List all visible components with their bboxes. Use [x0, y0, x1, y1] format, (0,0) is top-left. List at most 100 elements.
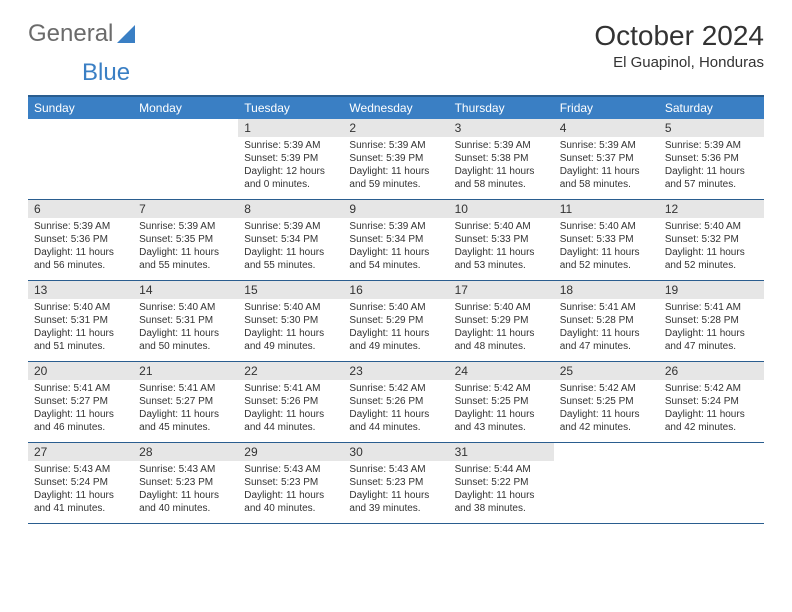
- calendar-cell: 25Sunrise: 5:42 AMSunset: 5:25 PMDayligh…: [554, 362, 659, 443]
- day-details: Sunrise: 5:41 AMSunset: 5:28 PMDaylight:…: [659, 299, 764, 361]
- day-details: Sunrise: 5:40 AMSunset: 5:32 PMDaylight:…: [659, 218, 764, 280]
- day-number: 28: [133, 443, 238, 461]
- day-number: 22: [238, 362, 343, 380]
- calendar-cell: 10Sunrise: 5:40 AMSunset: 5:33 PMDayligh…: [449, 200, 554, 281]
- day-number: 14: [133, 281, 238, 299]
- day-details: Sunrise: 5:39 AMSunset: 5:39 PMDaylight:…: [343, 137, 448, 199]
- day-number: 24: [449, 362, 554, 380]
- calendar-week-row: 1Sunrise: 5:39 AMSunset: 5:39 PMDaylight…: [28, 119, 764, 200]
- day-number: 25: [554, 362, 659, 380]
- day-details: Sunrise: 5:41 AMSunset: 5:27 PMDaylight:…: [28, 380, 133, 442]
- day-number: 15: [238, 281, 343, 299]
- day-details: Sunrise: 5:43 AMSunset: 5:23 PMDaylight:…: [238, 461, 343, 523]
- calendar-cell: 5Sunrise: 5:39 AMSunset: 5:36 PMDaylight…: [659, 119, 764, 200]
- weekday-thursday: Thursday: [449, 96, 554, 119]
- calendar-cell: 31Sunrise: 5:44 AMSunset: 5:22 PMDayligh…: [449, 443, 554, 524]
- calendar-cell: 13Sunrise: 5:40 AMSunset: 5:31 PMDayligh…: [28, 281, 133, 362]
- day-number: 4: [554, 119, 659, 137]
- calendar-week-row: 13Sunrise: 5:40 AMSunset: 5:31 PMDayligh…: [28, 281, 764, 362]
- day-number: 1: [238, 119, 343, 137]
- day-details: Sunrise: 5:43 AMSunset: 5:23 PMDaylight:…: [133, 461, 238, 523]
- day-number: 20: [28, 362, 133, 380]
- calendar-cell: 6Sunrise: 5:39 AMSunset: 5:36 PMDaylight…: [28, 200, 133, 281]
- calendar-cell: [554, 443, 659, 524]
- day-number: 19: [659, 281, 764, 299]
- weekday-saturday: Saturday: [659, 96, 764, 119]
- calendar-cell: 8Sunrise: 5:39 AMSunset: 5:34 PMDaylight…: [238, 200, 343, 281]
- day-details: Sunrise: 5:42 AMSunset: 5:26 PMDaylight:…: [343, 380, 448, 442]
- day-details: Sunrise: 5:39 AMSunset: 5:38 PMDaylight:…: [449, 137, 554, 199]
- day-details: Sunrise: 5:40 AMSunset: 5:29 PMDaylight:…: [449, 299, 554, 361]
- calendar-week-row: 6Sunrise: 5:39 AMSunset: 5:36 PMDaylight…: [28, 200, 764, 281]
- day-details: Sunrise: 5:40 AMSunset: 5:30 PMDaylight:…: [238, 299, 343, 361]
- day-details: Sunrise: 5:42 AMSunset: 5:24 PMDaylight:…: [659, 380, 764, 442]
- calendar-cell: 27Sunrise: 5:43 AMSunset: 5:24 PMDayligh…: [28, 443, 133, 524]
- day-number: 31: [449, 443, 554, 461]
- day-number: 2: [343, 119, 448, 137]
- calendar-cell: [28, 119, 133, 200]
- calendar-cell: 18Sunrise: 5:41 AMSunset: 5:28 PMDayligh…: [554, 281, 659, 362]
- calendar-body: 1Sunrise: 5:39 AMSunset: 5:39 PMDaylight…: [28, 119, 764, 524]
- calendar-cell: 17Sunrise: 5:40 AMSunset: 5:29 PMDayligh…: [449, 281, 554, 362]
- calendar-cell: 9Sunrise: 5:39 AMSunset: 5:34 PMDaylight…: [343, 200, 448, 281]
- day-details: Sunrise: 5:39 AMSunset: 5:37 PMDaylight:…: [554, 137, 659, 199]
- day-number: 5: [659, 119, 764, 137]
- calendar-table: Sunday Monday Tuesday Wednesday Thursday…: [28, 95, 764, 524]
- day-details: Sunrise: 5:43 AMSunset: 5:23 PMDaylight:…: [343, 461, 448, 523]
- day-number: 29: [238, 443, 343, 461]
- day-details: Sunrise: 5:39 AMSunset: 5:36 PMDaylight:…: [659, 137, 764, 199]
- day-number: 9: [343, 200, 448, 218]
- logo-text-blue: Blue: [82, 59, 130, 86]
- weekday-tuesday: Tuesday: [238, 96, 343, 119]
- calendar-cell: 30Sunrise: 5:43 AMSunset: 5:23 PMDayligh…: [343, 443, 448, 524]
- day-details: Sunrise: 5:40 AMSunset: 5:33 PMDaylight:…: [449, 218, 554, 280]
- calendar-cell: 14Sunrise: 5:40 AMSunset: 5:31 PMDayligh…: [133, 281, 238, 362]
- logo-arrow-icon: [117, 21, 135, 48]
- calendar-cell: 7Sunrise: 5:39 AMSunset: 5:35 PMDaylight…: [133, 200, 238, 281]
- calendar-cell: 1Sunrise: 5:39 AMSunset: 5:39 PMDaylight…: [238, 119, 343, 200]
- day-details: Sunrise: 5:41 AMSunset: 5:28 PMDaylight:…: [554, 299, 659, 361]
- day-details: Sunrise: 5:42 AMSunset: 5:25 PMDaylight:…: [449, 380, 554, 442]
- calendar-cell: 29Sunrise: 5:43 AMSunset: 5:23 PMDayligh…: [238, 443, 343, 524]
- day-details: Sunrise: 5:42 AMSunset: 5:25 PMDaylight:…: [554, 380, 659, 442]
- day-number: 17: [449, 281, 554, 299]
- day-details: Sunrise: 5:39 AMSunset: 5:36 PMDaylight:…: [28, 218, 133, 280]
- day-number: 21: [133, 362, 238, 380]
- weekday-wednesday: Wednesday: [343, 96, 448, 119]
- day-number: 23: [343, 362, 448, 380]
- day-number: 26: [659, 362, 764, 380]
- day-number: 27: [28, 443, 133, 461]
- day-details: Sunrise: 5:40 AMSunset: 5:31 PMDaylight:…: [133, 299, 238, 361]
- day-number: 30: [343, 443, 448, 461]
- day-number: 16: [343, 281, 448, 299]
- weekday-sunday: Sunday: [28, 96, 133, 119]
- calendar-cell: 23Sunrise: 5:42 AMSunset: 5:26 PMDayligh…: [343, 362, 448, 443]
- page-title: October 2024: [594, 20, 764, 52]
- calendar-cell: 16Sunrise: 5:40 AMSunset: 5:29 PMDayligh…: [343, 281, 448, 362]
- day-number: 6: [28, 200, 133, 218]
- day-details: Sunrise: 5:39 AMSunset: 5:35 PMDaylight:…: [133, 218, 238, 280]
- calendar-cell: 4Sunrise: 5:39 AMSunset: 5:37 PMDaylight…: [554, 119, 659, 200]
- calendar-cell: [133, 119, 238, 200]
- day-details: Sunrise: 5:41 AMSunset: 5:27 PMDaylight:…: [133, 380, 238, 442]
- day-details: Sunrise: 5:44 AMSunset: 5:22 PMDaylight:…: [449, 461, 554, 523]
- calendar-cell: 19Sunrise: 5:41 AMSunset: 5:28 PMDayligh…: [659, 281, 764, 362]
- weekday-monday: Monday: [133, 96, 238, 119]
- day-number: 3: [449, 119, 554, 137]
- calendar-cell: [659, 443, 764, 524]
- day-details: Sunrise: 5:40 AMSunset: 5:31 PMDaylight:…: [28, 299, 133, 361]
- day-details: Sunrise: 5:39 AMSunset: 5:39 PMDaylight:…: [238, 137, 343, 199]
- calendar-cell: 20Sunrise: 5:41 AMSunset: 5:27 PMDayligh…: [28, 362, 133, 443]
- day-number: 11: [554, 200, 659, 218]
- day-number: 7: [133, 200, 238, 218]
- calendar-week-row: 27Sunrise: 5:43 AMSunset: 5:24 PMDayligh…: [28, 443, 764, 524]
- day-number: 8: [238, 200, 343, 218]
- calendar-cell: 11Sunrise: 5:40 AMSunset: 5:33 PMDayligh…: [554, 200, 659, 281]
- logo-text-general: General: [28, 20, 113, 48]
- day-details: Sunrise: 5:39 AMSunset: 5:34 PMDaylight:…: [343, 218, 448, 280]
- day-number: 12: [659, 200, 764, 218]
- calendar-cell: 15Sunrise: 5:40 AMSunset: 5:30 PMDayligh…: [238, 281, 343, 362]
- calendar-week-row: 20Sunrise: 5:41 AMSunset: 5:27 PMDayligh…: [28, 362, 764, 443]
- day-number: 18: [554, 281, 659, 299]
- calendar-cell: 24Sunrise: 5:42 AMSunset: 5:25 PMDayligh…: [449, 362, 554, 443]
